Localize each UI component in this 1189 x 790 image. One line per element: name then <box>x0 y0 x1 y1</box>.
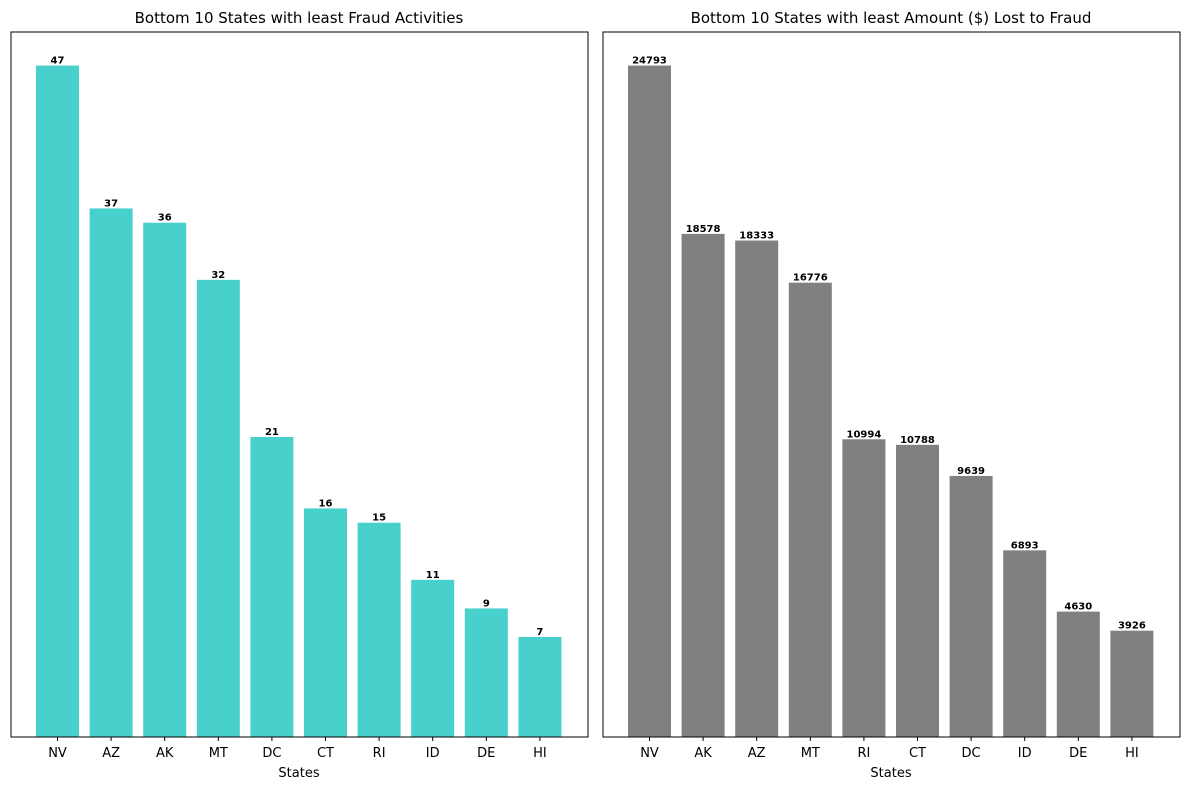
data-labels-group: 24793 18578 18333 16776 10994 10788 9639 6893 46… <box>632 56 1146 632</box>
bar-ct <box>304 508 347 737</box>
bar-mt <box>196 279 240 737</box>
data-label-az: 37 <box>104 198 118 209</box>
data-label-ak: 36 <box>158 213 172 224</box>
chart-amount-lost: Bottom 10 States with least Amount ($) L… <box>602 9 1181 781</box>
bar-dc <box>250 437 294 737</box>
x-axis-label: States <box>870 766 911 781</box>
x-tick-label-nv: NV <box>640 746 659 761</box>
x-tick-label-az: AZ <box>748 746 766 761</box>
bar-id <box>1003 550 1047 737</box>
x-tick-label-hi: HI <box>1125 746 1139 761</box>
bar-de <box>464 608 508 737</box>
chart-title: Bottom 10 States with least Amount ($) L… <box>691 9 1092 27</box>
data-label-de: 9 <box>483 598 490 609</box>
data-label-hi: 7 <box>536 627 543 638</box>
bar-az <box>89 208 133 737</box>
bar-ak <box>143 222 187 737</box>
x-tick-label-de: DE <box>1069 746 1087 761</box>
bar-ri <box>357 522 401 737</box>
bar-hi <box>518 637 562 737</box>
x-tick-label-id: ID <box>426 746 440 761</box>
data-label-mt: 16776 <box>793 273 828 284</box>
x-ticks-group: NV AZ AK MT DC CT RI ID DE HI <box>48 737 547 761</box>
plot-frame <box>10 31 589 738</box>
chart-title: Bottom 10 States with least Fraud Activi… <box>135 9 464 27</box>
x-tick-label-ri: RI <box>857 746 870 761</box>
x-tick-label-id: ID <box>1018 746 1032 761</box>
bar-dc <box>949 475 993 737</box>
bar-az <box>735 240 779 737</box>
data-label-dc: 9639 <box>957 466 985 477</box>
data-label-ri: 15 <box>372 513 386 524</box>
x-axis-label: States <box>278 766 319 781</box>
chart-fraud-activities: Bottom 10 States with least Fraud Activi… <box>10 9 589 781</box>
bars-group <box>628 65 1154 737</box>
data-label-ri: 10994 <box>847 429 882 440</box>
data-label-id: 6893 <box>1011 540 1039 551</box>
x-tick-label-ak: AK <box>694 746 712 761</box>
bar-nv <box>628 65 671 737</box>
x-tick-label-az: AZ <box>102 746 120 761</box>
bar-id <box>411 579 455 737</box>
x-tick-label-ct: CT <box>909 746 926 761</box>
x-tick-label-ak: AK <box>156 746 174 761</box>
x-tick-label-nv: NV <box>48 746 67 761</box>
x-tick-label-dc: DC <box>262 746 281 761</box>
bar-mt <box>788 282 832 737</box>
data-label-az: 18333 <box>739 231 774 242</box>
bar-ak <box>681 233 725 737</box>
x-ticks-group: NV AK AZ MT RI CT DC ID DE HI <box>640 737 1139 761</box>
x-tick-label-dc: DC <box>962 746 981 761</box>
data-label-ct: 10788 <box>900 435 935 446</box>
x-tick-label-ct: CT <box>317 746 334 761</box>
x-tick-label-mt: MT <box>801 746 820 761</box>
x-tick-label-de: DE <box>477 746 495 761</box>
data-label-nv: 47 <box>51 56 65 67</box>
data-label-ak: 18578 <box>686 224 721 235</box>
bar-ct <box>896 444 939 737</box>
data-label-id: 11 <box>426 570 440 581</box>
x-tick-label-hi: HI <box>533 746 547 761</box>
bar-ri <box>842 439 886 737</box>
data-label-de: 4630 <box>1064 602 1092 613</box>
data-label-hi: 3926 <box>1118 621 1146 632</box>
data-label-nv: 24793 <box>632 56 667 67</box>
x-tick-label-mt: MT <box>209 746 228 761</box>
bar-de <box>1056 611 1100 737</box>
bars-group <box>36 65 562 737</box>
data-label-dc: 21 <box>265 427 279 438</box>
bar-hi <box>1110 630 1154 737</box>
plot-frame <box>602 31 1181 738</box>
data-label-mt: 32 <box>211 270 225 281</box>
data-label-ct: 16 <box>319 498 333 509</box>
data-labels-group: 47 37 36 32 21 16 15 11 9 7 <box>51 56 544 638</box>
x-tick-label-ri: RI <box>373 746 386 761</box>
bar-nv <box>36 65 79 737</box>
